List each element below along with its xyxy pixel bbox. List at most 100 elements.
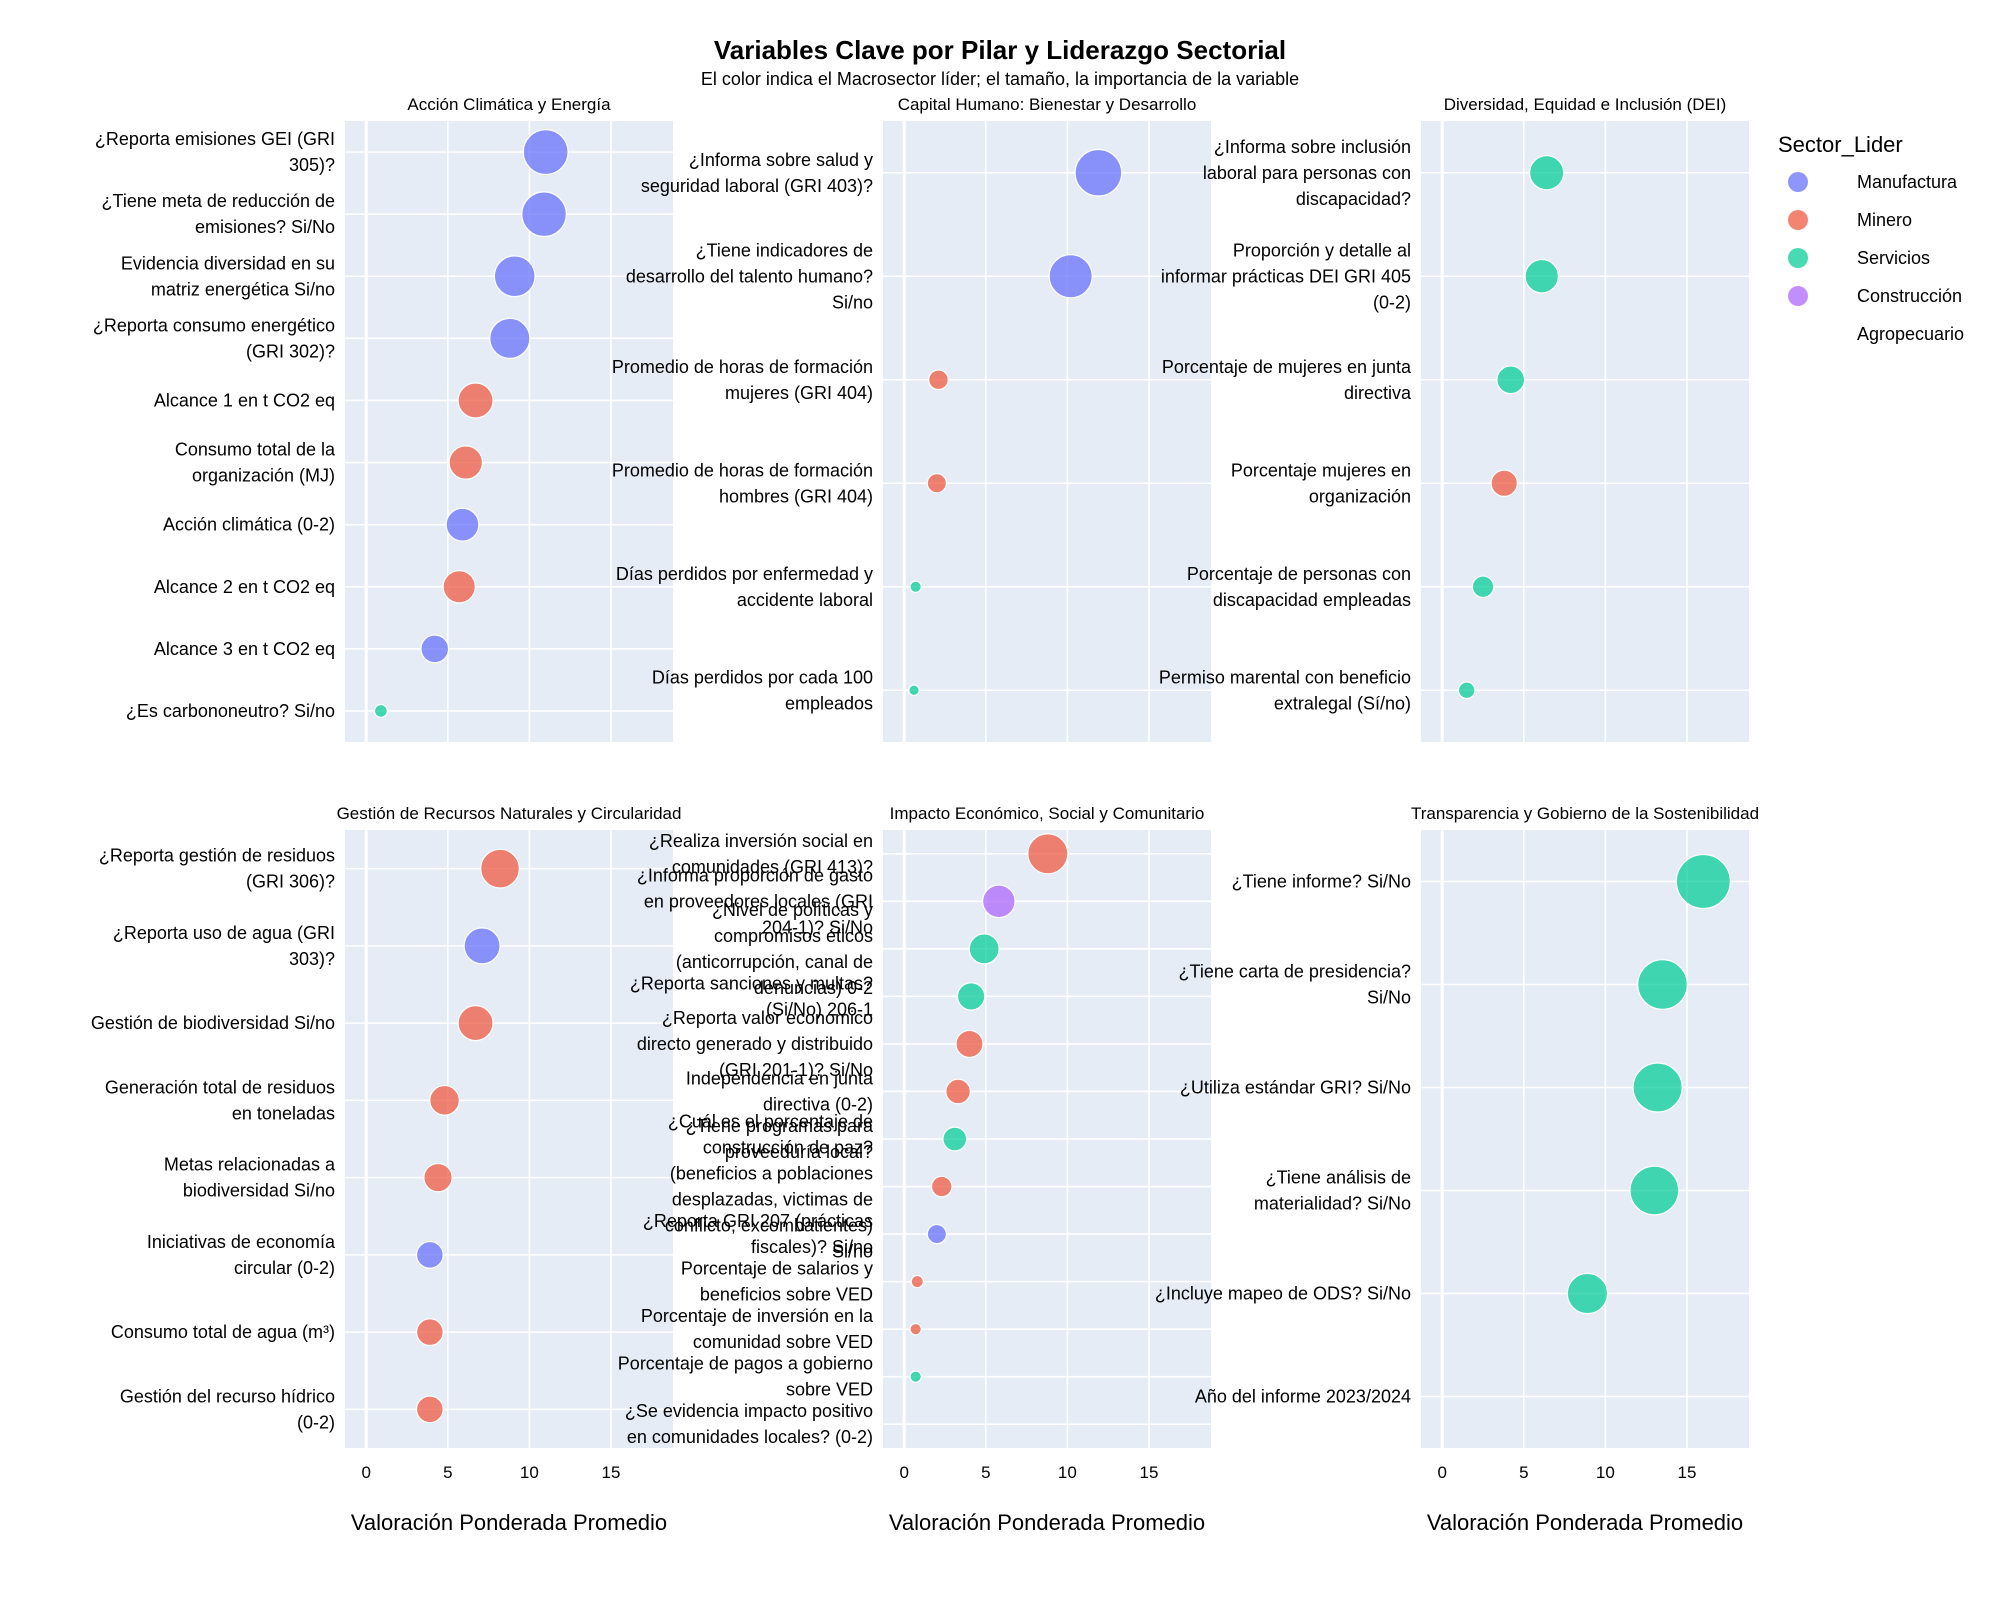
- data-point[interactable]: [420, 634, 450, 664]
- data-point[interactable]: [1675, 853, 1731, 910]
- data-point[interactable]: [1528, 155, 1565, 191]
- data-point[interactable]: [1048, 254, 1093, 299]
- data-point[interactable]: [493, 255, 536, 298]
- data-point[interactable]: [1027, 833, 1069, 875]
- point-label: ¿Realiza inversión social en comunidades …: [649, 831, 873, 877]
- point-label: ¿Informa sobre inclusión laboral para per…: [1203, 137, 1411, 209]
- data-point[interactable]: [908, 684, 920, 697]
- data-point[interactable]: [415, 1318, 444, 1347]
- data-point[interactable]: [909, 1322, 922, 1336]
- data-point[interactable]: [968, 933, 1000, 965]
- point-label: Días perdidos por cada 100 empleados: [652, 667, 873, 713]
- legend-marker: [1788, 286, 1808, 306]
- x-tick-label: 10: [520, 1463, 539, 1482]
- legend-item[interactable]: Manufactura: [1788, 172, 1958, 192]
- x-tick-label: 15: [1678, 1463, 1697, 1482]
- data-point[interactable]: [442, 570, 476, 604]
- x-axis-label: Valoración Ponderada Promedio: [351, 1510, 667, 1535]
- point-label: Promedio de horas de formación mujeres (G…: [612, 357, 873, 403]
- data-point[interactable]: [982, 884, 1016, 919]
- point-label: Porcentaje de salarios y beneficios sobre…: [681, 1259, 873, 1305]
- legend-label: Manufactura: [1857, 172, 1958, 192]
- point-label: ¿Tiene meta de reducción de emisiones? Si…: [102, 191, 335, 237]
- point-label: Porcentaje mujeres en organización: [1231, 460, 1411, 506]
- data-point[interactable]: [429, 1084, 460, 1116]
- point-label: ¿Se evidencia impacto positivo en comunid…: [625, 1401, 873, 1447]
- legend[interactable]: Sector_Lider Manufactura Minero Servicios Co…: [1778, 132, 1964, 344]
- data-point[interactable]: [480, 848, 520, 889]
- data-point[interactable]: [945, 1078, 971, 1105]
- data-point[interactable]: [926, 473, 947, 494]
- data-point[interactable]: [522, 129, 569, 176]
- data-point[interactable]: [1637, 959, 1688, 1010]
- point-label: Generación total de residuos en toneladas: [105, 1077, 335, 1123]
- point-label: ¿Reporta uso de agua (GRI 303)?: [113, 923, 335, 969]
- data-point[interactable]: [1490, 469, 1518, 498]
- point-label: ¿Es carbononeutro? Si/no: [126, 701, 335, 721]
- point-label: Porcentaje de inversión en la comunidad s…: [641, 1306, 874, 1352]
- data-point[interactable]: [1074, 148, 1123, 197]
- point-label: ¿Reporta emisiones GEI (GRI 305)?: [95, 129, 335, 175]
- data-point[interactable]: [910, 1274, 924, 1289]
- chart-subtitle: El color indica el Macrosector líder; el…: [701, 69, 1299, 89]
- x-tick-label: 5: [443, 1463, 452, 1482]
- data-point[interactable]: [928, 369, 949, 391]
- panel-title: Transparencia y Gobierno de la Sostenibi…: [1411, 804, 1759, 823]
- data-point[interactable]: [415, 1395, 444, 1424]
- data-point[interactable]: [457, 382, 494, 419]
- data-point[interactable]: [489, 317, 531, 359]
- panel-title: Impacto Económico, Social y Comunitario: [890, 804, 1205, 823]
- data-point[interactable]: [1632, 1062, 1683, 1113]
- point-label: Porcentaje de personas con discapacidad e…: [1187, 564, 1411, 610]
- panel: Impacto Económico, Social y Comunitario ¿…: [618, 804, 1211, 1535]
- data-point[interactable]: [1471, 575, 1495, 599]
- data-point[interactable]: [955, 1029, 984, 1059]
- legend-item[interactable]: Minero: [1788, 210, 1912, 230]
- data-point[interactable]: [909, 1370, 922, 1383]
- data-point[interactable]: [457, 1005, 494, 1042]
- data-point[interactable]: [1496, 365, 1526, 395]
- point-label: ¿Reporta valor económico directo generado…: [637, 1008, 873, 1080]
- data-point[interactable]: [448, 445, 484, 480]
- plot-area: [1421, 121, 1749, 742]
- data-point[interactable]: [423, 1162, 453, 1193]
- data-point[interactable]: [463, 927, 501, 965]
- point-label: Gestión de biodiversidad Si/no: [91, 1013, 335, 1033]
- panel-title: Diversidad, Equidad e Inclusión (DEI): [1444, 95, 1727, 114]
- point-label: Evidencia diversidad en su matriz energét…: [121, 253, 335, 299]
- plot-area: [883, 121, 1211, 742]
- point-label: ¿Reporta consumo energético (GRI 302)?: [93, 315, 335, 361]
- panel-title: Gestión de Recursos Naturales y Circular…: [337, 804, 682, 823]
- point-label: Alcance 1 en t CO2 eq: [154, 390, 335, 410]
- data-point[interactable]: [909, 580, 922, 593]
- legend-item[interactable]: Servicios: [1788, 248, 1930, 268]
- legend-marker: [1788, 172, 1808, 192]
- data-point[interactable]: [1524, 258, 1560, 294]
- x-tick-label: 5: [1519, 1463, 1528, 1482]
- x-tick-label: 0: [899, 1463, 908, 1482]
- data-point[interactable]: [1629, 1165, 1680, 1216]
- data-point[interactable]: [1566, 1272, 1609, 1315]
- point-label: Iniciativas de economía circular (0-2): [147, 1232, 336, 1278]
- legend-item[interactable]: Agropecuario: [1857, 324, 1964, 344]
- legend-label: Minero: [1857, 210, 1912, 230]
- data-point[interactable]: [415, 1240, 444, 1269]
- data-point[interactable]: [956, 982, 986, 1011]
- point-label: Permiso marental con beneficio extralegal…: [1159, 667, 1411, 713]
- data-point[interactable]: [521, 191, 567, 238]
- data-point[interactable]: [926, 1223, 947, 1245]
- data-point[interactable]: [445, 507, 480, 542]
- legend-label: Servicios: [1857, 248, 1930, 268]
- legend-item[interactable]: Construcción: [1788, 286, 1962, 306]
- panel: Gestión de Recursos Naturales y Circular…: [91, 804, 682, 1535]
- panels-group: Acción Climática y Energía ¿Reporta emisi…: [91, 95, 1759, 1535]
- legend-label: Agropecuario: [1857, 324, 1964, 344]
- panel-title: Capital Humano: Bienestar y Desarrollo: [898, 95, 1197, 114]
- data-point[interactable]: [1457, 681, 1476, 700]
- data-point[interactable]: [930, 1175, 953, 1198]
- x-tick-label: 10: [1596, 1463, 1615, 1482]
- data-point[interactable]: [942, 1126, 968, 1152]
- point-label: ¿Reporta sanciones y multas? (Si/No) 206-…: [630, 973, 873, 1019]
- data-point[interactable]: [373, 703, 388, 718]
- point-label: Independencia en junta directiva (0-2): [686, 1068, 874, 1114]
